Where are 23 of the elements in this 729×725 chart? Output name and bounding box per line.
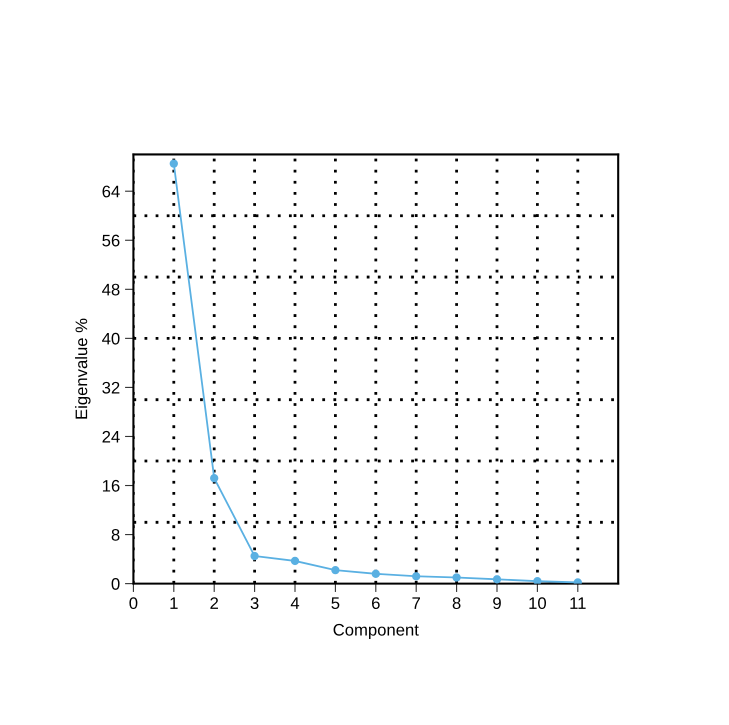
x-tick-label: 6 — [372, 597, 380, 610]
x-tick-label: 1 — [170, 597, 178, 609]
y-tick-label: 48 — [102, 284, 120, 296]
y-tick-label: 24 — [102, 430, 120, 443]
y-tick-label: 32 — [102, 382, 120, 394]
x-tick-label: 4 — [290, 597, 300, 609]
x-tick-label: 11 — [570, 597, 586, 609]
y-tick-label: 0 — [112, 578, 120, 590]
x-tick-label: 0 — [129, 597, 138, 610]
x-tick-label: 2 — [210, 597, 218, 609]
y-tick-label: 56 — [102, 234, 120, 246]
x-tick-label: 10 — [529, 597, 546, 610]
y-tick-label: 40 — [102, 332, 120, 345]
y-tick-label: 16 — [102, 480, 120, 492]
y-axis-title: Eigenvalue % — [75, 318, 91, 419]
x-tick-label: 3 — [250, 597, 259, 610]
x-tick-label: 5 — [331, 597, 340, 610]
y-tick-label: 8 — [112, 528, 120, 541]
y-tick-label: 64 — [102, 186, 120, 198]
x-axis-title: Component — [334, 624, 419, 640]
x-tick-label: 8 — [452, 597, 461, 610]
x-tick-label: 9 — [493, 597, 501, 610]
x-tick-label: 7 — [412, 597, 420, 609]
